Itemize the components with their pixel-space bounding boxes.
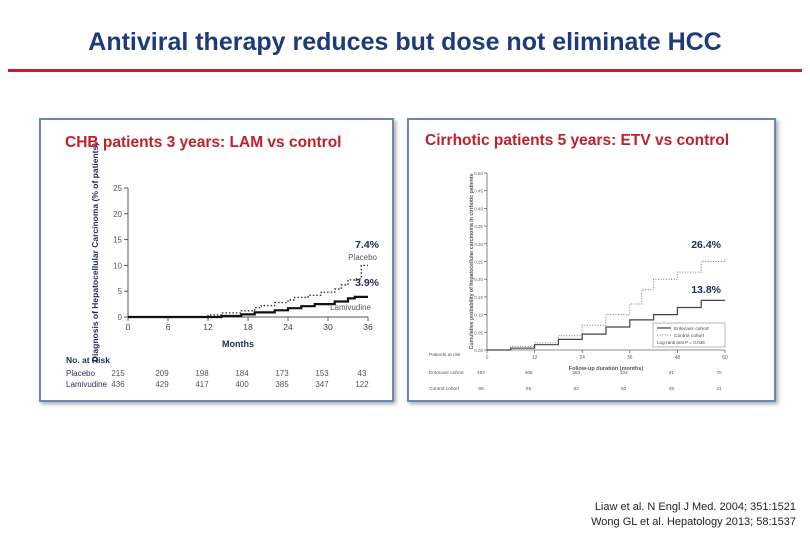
risk-row-label: Entecavir cohort [429,370,464,376]
risk-value: 385 [275,380,289,389]
risk-value: 466 [525,370,533,376]
risk-value: 436 [111,380,125,389]
x-tick-label: 0 [486,355,489,361]
placebo-series-label: Placebo [348,253,377,262]
x-tick-label: 12 [203,322,213,332]
y-tick-label: 0.30 [474,242,483,247]
risk-value: 400 [235,380,249,389]
y-tick-label: 15 [113,236,122,245]
legend-entecavir: Entecavir cohort [674,326,709,332]
risk-table-header: No. at Risk [66,355,110,365]
y-axis-label: Diagnosis of Hepatocellular Carcinoma (%… [90,143,100,362]
y-tick-label: 0.20 [474,277,483,282]
risk-value: 41 [716,386,722,392]
x-tick-label: 48 [675,355,681,361]
risk-value: 43 [358,369,367,378]
risk-value: 153 [315,369,329,378]
chart-panel-chb: 0 5 10 15 20 25 0 6 12 18 24 30 36 Months Diagnosis of… [39,118,394,402]
risk-row-label: Lamivudine [66,380,107,389]
risk-value: 417 [195,380,209,389]
y-tick-label: 0.45 [474,189,483,194]
x-tick-label: 30 [323,322,333,332]
legend-note: Log-rank test P = 0.036 [657,340,705,345]
y-tick-label: 0.05 [474,330,483,335]
x-tick-label: 0 [126,322,131,332]
placebo-end-label: 7.4% [355,239,380,251]
chart-title-cirrhotic: Cirrhotic patients 5 years: ETV vs contr… [425,132,730,149]
risk-value: 215 [111,369,125,378]
risk-value: 65 [526,386,532,392]
lamivudine-line [128,295,368,319]
entecavir-cohort-line [487,299,725,351]
control-end-label: 26.4% [691,239,721,251]
x-tick-label: 24 [579,355,585,361]
y-tick-label: 0.40 [474,206,483,211]
risk-value: 347 [315,380,329,389]
chart-title-chb: CHB patients 3 years: LAM vs control [65,134,342,151]
risk-value: 45 [669,386,675,392]
x-axis-label: Months [222,339,254,349]
y-tick-label: 10 [113,261,122,270]
risk-value: 69 [478,386,484,392]
x-tick-label: 18 [243,322,253,332]
x-tick-label: 60 [722,355,728,361]
risk-value: 383 [572,370,580,376]
control-cohort-line [487,258,726,351]
x-tick-label: 6 [166,322,171,332]
entecavir-end-label: 13.8% [691,284,721,296]
lamivudine-end-label: 3.9% [355,277,380,289]
y-tick-label: 0.00 [474,348,483,353]
risk-value: 62 [574,386,580,392]
x-tick-label: 36 [363,322,373,332]
y-tick-label: 0.50 [474,171,483,176]
y-tick-label: 0.10 [474,313,483,318]
y-tick-label: 0.35 [474,224,483,229]
y-tick-label: 20 [113,210,122,219]
risk-value: 209 [155,369,169,378]
risk-value: 173 [275,369,289,378]
y-axis-label: Cumulative probability of hepatocellular… [469,173,475,349]
risk-value: 482 [477,370,485,376]
risk-row-label: Control cohort [429,386,460,392]
citation-2: Wong GL et al. Hepatology 2013; 58:1537 [591,516,796,528]
x-tick-label: 36 [627,355,633,361]
title-divider [8,69,802,72]
y-tick-label: 25 [113,184,122,193]
y-tick-label: 0.15 [474,295,483,300]
risk-value: 81 [669,370,675,376]
y-tick-label: 0 [118,313,123,322]
cirrhotic-chart: 0.00 0.05 0.10 0.15 0.20 0.25 0.30 0.35 0.40 0.45… [429,171,728,392]
chart-panel-cirrhotic: 0.00 0.05 0.10 0.15 0.20 0.25 0.30 0.35 0.40 0.45… [407,118,776,402]
x-tick-label: 24 [283,322,293,332]
risk-value: 122 [355,380,369,389]
chb-chart: 0 5 10 15 20 25 0 6 12 18 24 30 36 Months Diagnosis of… [66,143,380,389]
x-axis-label: Follow-up duration (months) [569,366,644,372]
risk-value: 52 [621,386,627,392]
risk-value: 184 [235,369,249,378]
risk-row-label: Placebo [66,369,95,378]
risk-value: 198 [195,369,209,378]
risk-value: 429 [155,380,169,389]
risk-value: 70 [716,370,722,376]
x-tick-label: 12 [532,355,538,361]
y-tick-label: 5 [118,287,123,296]
citation-1: Liaw et al. N Engl J Med. 2004; 351:1521 [594,501,796,513]
risk-value: 104 [620,370,628,376]
y-tick-label: 0.25 [474,260,483,265]
risk-table-header: Patients at risk [429,352,461,358]
citations: Liaw et al. N Engl J Med. 2004; 351:1521… [591,500,796,530]
slide-title: Antiviral therapy reduces but dose not e… [88,28,722,56]
legend-control: Control cohort [674,333,705,339]
lamivudine-series-label: Lamivudine [330,303,371,312]
